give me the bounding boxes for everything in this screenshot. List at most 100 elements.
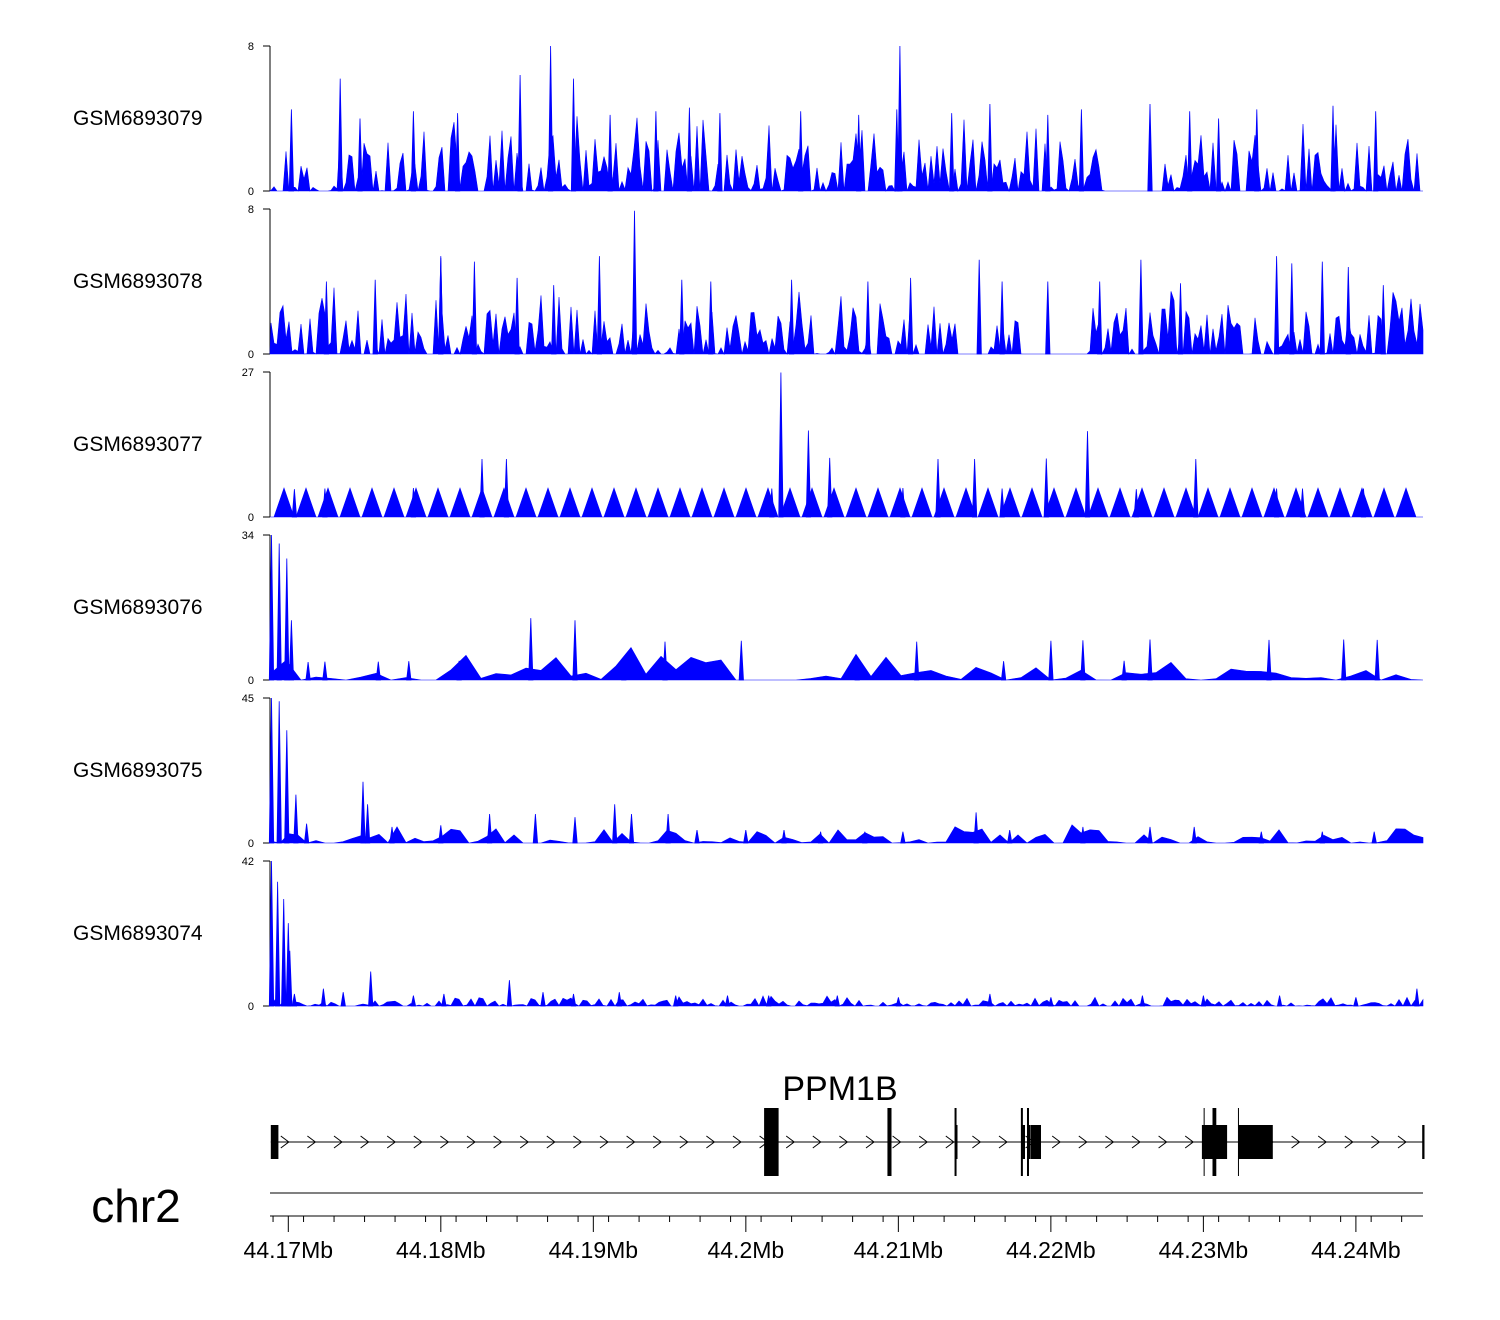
axis-tick-label: 44.19Mb — [549, 1237, 639, 1263]
y-min-label: 0 — [248, 675, 254, 687]
coverage-peak — [973, 812, 979, 844]
strand-arrow — [652, 1135, 663, 1149]
track-GSM6893077: GSM6893077 27 0 — [73, 367, 1423, 524]
coverage-peak — [662, 641, 668, 681]
coverage-peak — [570, 78, 577, 192]
coverage-peak — [406, 661, 412, 681]
track-label: GSM6893079 — [73, 107, 203, 130]
exon — [270, 1125, 279, 1159]
coverage-peak — [375, 661, 381, 681]
coverage-peak — [1276, 995, 1283, 1007]
y-max-label: 42 — [242, 856, 254, 868]
track-label: GSM6893075 — [73, 759, 203, 782]
coverage-peak — [284, 730, 290, 844]
coverage-peak — [1080, 826, 1086, 844]
coverage-peak — [1373, 111, 1379, 192]
coverage-peak — [1319, 261, 1325, 355]
coverage-peak — [1048, 640, 1054, 681]
coverage-peak — [805, 430, 812, 518]
strand-arrow — [333, 1135, 343, 1149]
coverage-peak — [1191, 826, 1197, 844]
axis-tick-label: 44.22Mb — [1006, 1237, 1096, 1263]
coverage-peak — [305, 662, 311, 681]
strand-arrow — [1105, 1135, 1115, 1149]
coverage-peak — [284, 558, 290, 681]
coverage-peak — [817, 831, 824, 844]
coverage-peak — [322, 488, 328, 518]
coverage-peak — [1000, 661, 1007, 681]
coverage-peak — [987, 993, 993, 1007]
coverage-peak — [976, 259, 982, 355]
axis-tick-label: 44.17Mb — [244, 1237, 334, 1263]
coverage-peak — [1193, 458, 1199, 518]
coverage-area — [268, 116, 1423, 193]
y-min-label: 0 — [248, 186, 254, 198]
coverage-area — [269, 287, 1424, 356]
coverage-peak — [834, 995, 840, 1007]
track-GSM6893074: GSM6893074 42 0 — [73, 856, 1424, 1013]
coverage-peak — [679, 279, 685, 355]
strand-arrow — [785, 1135, 796, 1149]
coverage-peak — [865, 281, 871, 355]
coverage-peak — [357, 118, 363, 192]
exon — [1030, 1125, 1041, 1159]
strand-arrow — [307, 1135, 317, 1149]
coverage-peak — [694, 830, 700, 844]
coverage-peak — [340, 992, 346, 1007]
strand-arrow — [413, 1135, 423, 1149]
coverage-peak — [766, 995, 772, 1007]
coverage-peak — [854, 661, 860, 681]
strand-arrow — [440, 1135, 450, 1149]
coverage-peak — [454, 113, 461, 192]
coverage-peak — [320, 988, 327, 1007]
coverage-peak — [410, 487, 417, 518]
coverage-peak — [907, 277, 914, 355]
strand-arrow — [599, 1135, 609, 1149]
coverage-peak — [999, 281, 1005, 355]
y-min-label: 0 — [248, 349, 254, 361]
coverage-peak — [717, 113, 723, 192]
coverage-peak — [1299, 488, 1306, 518]
coverage-peak — [743, 830, 749, 844]
coverage-peak — [1121, 660, 1127, 681]
coverage-peak — [572, 620, 578, 681]
coverage-peak — [479, 458, 485, 518]
coverage-peak — [1215, 118, 1222, 192]
track-label: GSM6893077 — [73, 433, 203, 456]
coverage-peak — [471, 261, 478, 355]
coverage-peak — [612, 804, 618, 844]
strand-arrow — [626, 1135, 636, 1149]
coverage-peak — [724, 995, 731, 1007]
coverage-peak — [1371, 831, 1377, 844]
coverage-peak — [1374, 639, 1380, 681]
strand-arrow — [1131, 1135, 1141, 1149]
exon — [1028, 1125, 1030, 1159]
coverage-tracks: GSM689307980GSM689307880GSM6893077270GSM… — [73, 41, 1424, 1013]
coverage-peak — [987, 103, 993, 192]
coverage-peak — [503, 458, 510, 518]
y-min-label: 0 — [248, 512, 254, 524]
coverage-peak — [288, 109, 295, 192]
track-GSM6893076: GSM6893076 34 0 — [73, 530, 1424, 687]
axis-tick-label: 44.21Mb — [854, 1237, 944, 1263]
coverage-peak — [1273, 488, 1280, 518]
coverage-peak — [517, 74, 523, 192]
coverage-peak — [337, 78, 343, 192]
strand-arrow — [1078, 1135, 1088, 1149]
strand-arrow — [972, 1135, 982, 1149]
coverage-peak — [389, 826, 395, 844]
coverage-peak — [293, 794, 299, 844]
strand-arrow — [360, 1135, 370, 1149]
coverage-peak — [900, 487, 906, 518]
coverage-peak — [1187, 111, 1193, 192]
strand-arrow — [1158, 1135, 1168, 1149]
coverage-peak — [410, 111, 417, 192]
strand-arrow — [706, 1135, 716, 1149]
gene-annotation-track: PPM1B — [270, 1070, 1425, 1176]
exon — [764, 1108, 779, 1176]
coverage-peak — [862, 831, 868, 844]
coverage-peak — [781, 830, 787, 844]
coverage-peak — [322, 661, 328, 681]
coverage-peak — [1078, 109, 1085, 192]
